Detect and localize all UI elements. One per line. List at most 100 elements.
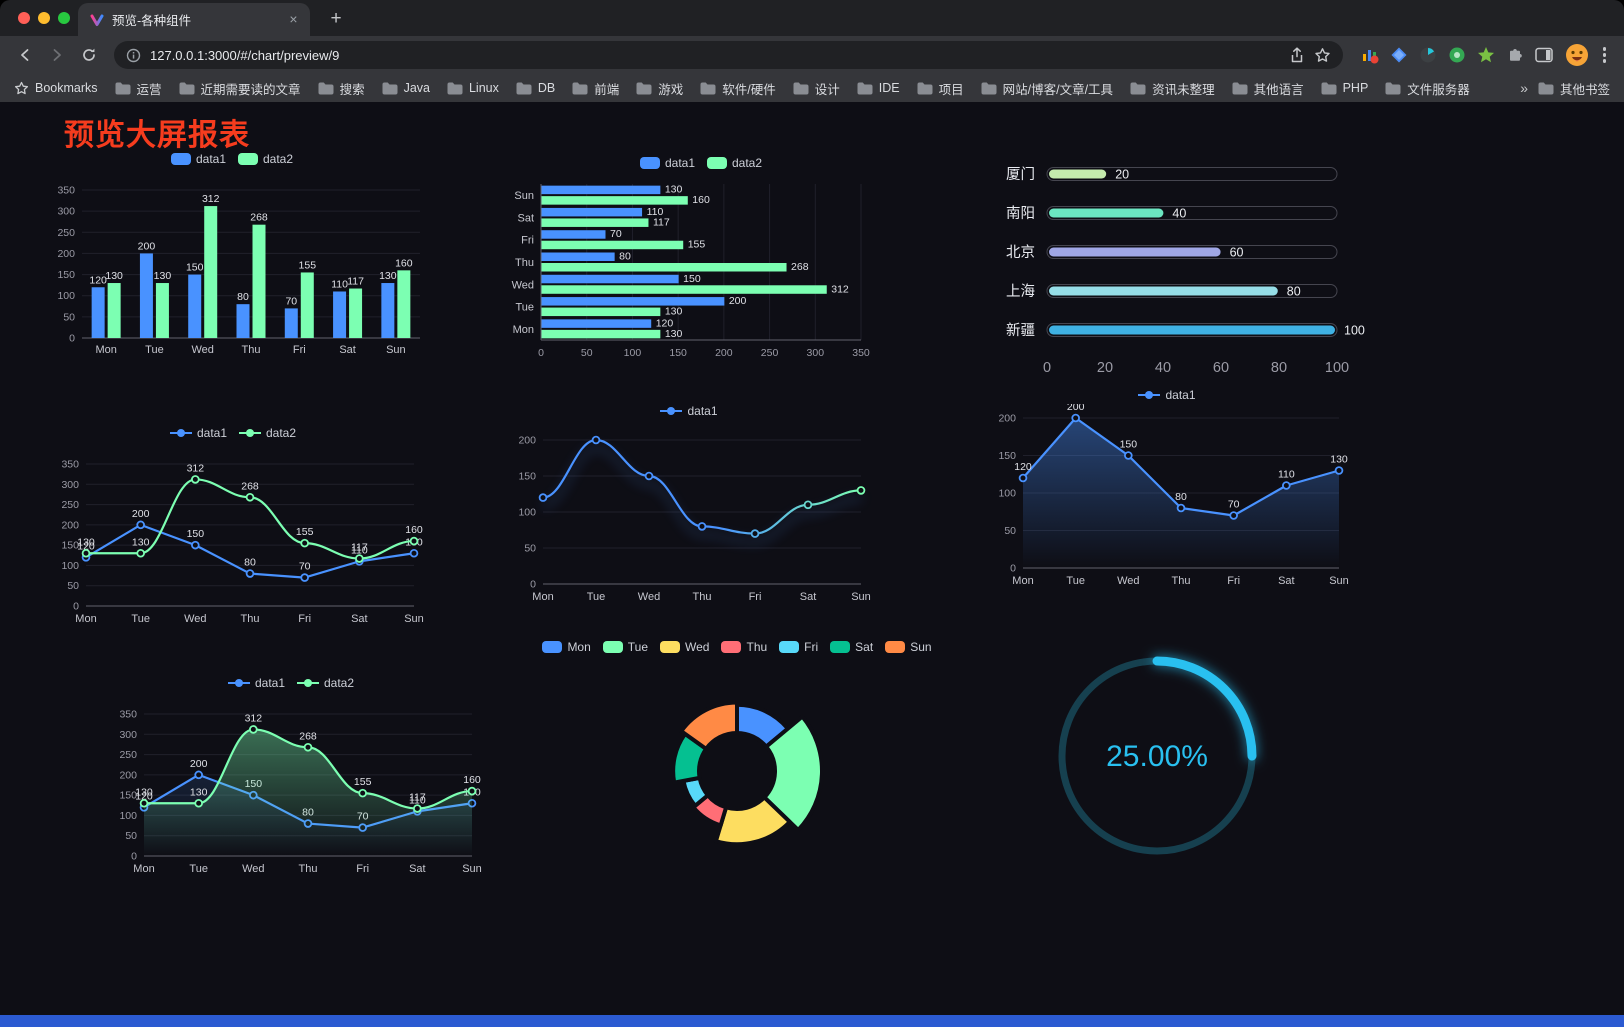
bookmark-item[interactable]: 项目 — [917, 79, 964, 98]
legend-item-Tue[interactable]: Tue — [602, 640, 648, 654]
bookmark-item[interactable]: DB — [516, 79, 555, 98]
horizontal-bar-chart[interactable]: data1 data2 0 50 100 150 200 250 300 350 Sun Sat Fri… — [505, 154, 897, 368]
svg-text:110: 110 — [1278, 469, 1295, 481]
rose-pie-chart[interactable]: Mon Tue Wed Thu Fri Sat Sun — [537, 638, 937, 886]
chart-legend: data1 data2 — [40, 424, 426, 442]
svg-text:117: 117 — [409, 792, 426, 804]
chart-legend: data1 data2 — [36, 150, 428, 168]
other-bookmarks-button[interactable]: 其他书签 — [1538, 79, 1610, 98]
legend-label: data2 — [324, 676, 355, 690]
legend-label: Mon — [567, 640, 591, 654]
legend-item-data1[interactable]: data1 — [639, 156, 695, 170]
chart-canvas: 0 50 100 150 200 250 300 350 Mon Tue Wed Thu Fri Sat S… — [61, 459, 423, 626]
legend-label: data1 — [195, 152, 226, 166]
bookmarks-overflow-button[interactable]: » — [1510, 80, 1538, 96]
folder-icon — [318, 82, 334, 94]
legend-item-data1[interactable]: data1 — [660, 404, 718, 418]
capsule-bar-chart[interactable]: 厦门 20 南阳 40 北京 60 上海 80 新疆 100 0 20 40 60 80 100 — [985, 156, 1371, 382]
dual-line-area-chart[interactable]: data1 data2 0 50 100 150 200 250 300 350 Mon Tue Wed… — [98, 674, 484, 888]
svg-text:Wed: Wed — [184, 613, 206, 625]
bookmark-item[interactable]: 资讯未整理 — [1130, 79, 1215, 98]
bookmark-item[interactable]: 文件服务器 — [1385, 79, 1470, 98]
bookmark-item[interactable]: 近期需要读的文章 — [179, 79, 301, 98]
forward-button[interactable] — [42, 40, 72, 70]
svg-text:300: 300 — [61, 479, 79, 491]
extension-icon-1[interactable] — [1361, 46, 1379, 64]
svg-text:80: 80 — [1271, 360, 1287, 376]
bookmark-item[interactable]: Linux — [447, 79, 499, 98]
progress-gauge-chart[interactable]: 25.00% — [1042, 644, 1272, 868]
legend-item-data2[interactable]: data2 — [238, 152, 293, 166]
legend-item-Sat[interactable]: Sat — [830, 640, 873, 654]
minimize-window-button[interactable] — [38, 12, 50, 24]
svg-text:Sat: Sat — [800, 591, 817, 603]
bookmark-label: 文件服务器 — [1407, 82, 1470, 97]
grouped-bar-chart[interactable]: data1 data2 0 50 100 150 200 250 300 350 Mon Tue Wed… — [36, 150, 428, 366]
zoom-window-button[interactable] — [58, 12, 70, 24]
legend-item-data1[interactable]: data1 — [1138, 388, 1196, 402]
close-window-button[interactable] — [18, 12, 30, 24]
tab[interactable]: 预览-各种组件 × — [78, 3, 310, 36]
gradient-line-chart[interactable]: data1 0 50 100 150 200 Mon Tue Wed Thu Fri Sat Sun — [503, 402, 875, 614]
titlebar: 预览-各种组件 × + — [0, 0, 1624, 36]
svg-text:Sun: Sun — [514, 190, 534, 202]
svg-text:Thu: Thu — [693, 591, 712, 603]
bookmarks-folder-button[interactable]: Bookmarks — [14, 81, 98, 96]
legend-item-data1[interactable]: data1 — [227, 676, 285, 690]
bookmark-item[interactable]: 游戏 — [636, 79, 683, 98]
sidebar-icon[interactable] — [1534, 47, 1554, 63]
new-tab-button[interactable]: + — [330, 8, 342, 29]
bookmark-item[interactable]: Java — [382, 79, 430, 98]
folder-icon — [179, 82, 195, 94]
svg-text:40: 40 — [1172, 207, 1186, 221]
share-icon[interactable] — [1289, 46, 1305, 64]
bookmark-item[interactable]: PHP — [1321, 79, 1368, 98]
legend-item-data1[interactable]: data1 — [170, 152, 226, 166]
page-info-icon[interactable] — [126, 48, 141, 63]
svg-text:200: 200 — [729, 295, 747, 307]
overflow-chevron-icon: » — [1520, 80, 1528, 96]
legend-item-Fri[interactable]: Fri — [779, 640, 818, 654]
svg-text:250: 250 — [761, 347, 779, 359]
bookmark-item[interactable]: 运营 — [115, 79, 162, 98]
bookmark-label: IDE — [878, 81, 900, 95]
svg-text:110: 110 — [409, 794, 426, 806]
chart-canvas: 25.00% — [1057, 656, 1257, 856]
url-bar[interactable]: 127.0.0.1:3000/#/chart/preview/9 — [114, 41, 1343, 69]
profile-avatar[interactable] — [1565, 43, 1589, 67]
bookmark-item[interactable]: 搜索 — [318, 79, 365, 98]
extension-icon-4[interactable] — [1448, 46, 1466, 64]
bookmark-item[interactable]: 设计 — [793, 79, 840, 98]
svg-text:350: 350 — [61, 459, 79, 471]
svg-text:Tue: Tue — [145, 344, 164, 356]
extension-icon-5[interactable] — [1477, 46, 1495, 64]
extensions-puzzle-icon[interactable] — [1506, 46, 1524, 64]
menu-button[interactable] — [1599, 47, 1615, 63]
reload-button[interactable] — [74, 40, 104, 70]
dual-line-chart[interactable]: data1 data2 0 50 100 150 200 250 300 350 Mon Tue Wed… — [40, 424, 426, 638]
extension-icon-2[interactable] — [1390, 46, 1408, 64]
back-button[interactable] — [10, 40, 40, 70]
legend-item-Thu[interactable]: Thu — [721, 640, 767, 654]
legend-item-data1[interactable]: data1 — [169, 426, 227, 440]
legend-item-data2[interactable]: data2 — [297, 676, 354, 690]
legend-item-data2[interactable]: data2 — [239, 426, 296, 440]
legend-marker — [885, 641, 906, 653]
legend-item-Wed[interactable]: Wed — [660, 640, 709, 654]
bookmark-star-icon[interactable] — [1314, 47, 1331, 63]
bookmark-item[interactable]: 前端 — [572, 79, 619, 98]
svg-text:Sun: Sun — [1329, 575, 1349, 587]
bookmark-item[interactable]: 软件/硬件 — [700, 79, 776, 98]
svg-text:0: 0 — [530, 579, 536, 591]
area-line-chart[interactable]: data1 0 50 100 150 200 Mon Tue Wed Thu Fri Sat Sun 12… — [983, 386, 1351, 598]
tab-close-icon[interactable]: × — [289, 11, 298, 27]
legend-item-Sun[interactable]: Sun — [885, 640, 932, 654]
bookmark-item[interactable]: IDE — [857, 79, 900, 98]
bookmark-item[interactable]: 其他语言 — [1232, 79, 1304, 98]
bookmark-item[interactable]: 网站/博客/文章/工具 — [981, 79, 1113, 98]
extension-icon-3[interactable] — [1419, 46, 1437, 64]
legend-item-Mon[interactable]: Mon — [542, 640, 591, 654]
legend-item-data2[interactable]: data2 — [707, 156, 762, 170]
svg-text:110: 110 — [647, 206, 664, 218]
svg-text:80: 80 — [1287, 285, 1301, 299]
